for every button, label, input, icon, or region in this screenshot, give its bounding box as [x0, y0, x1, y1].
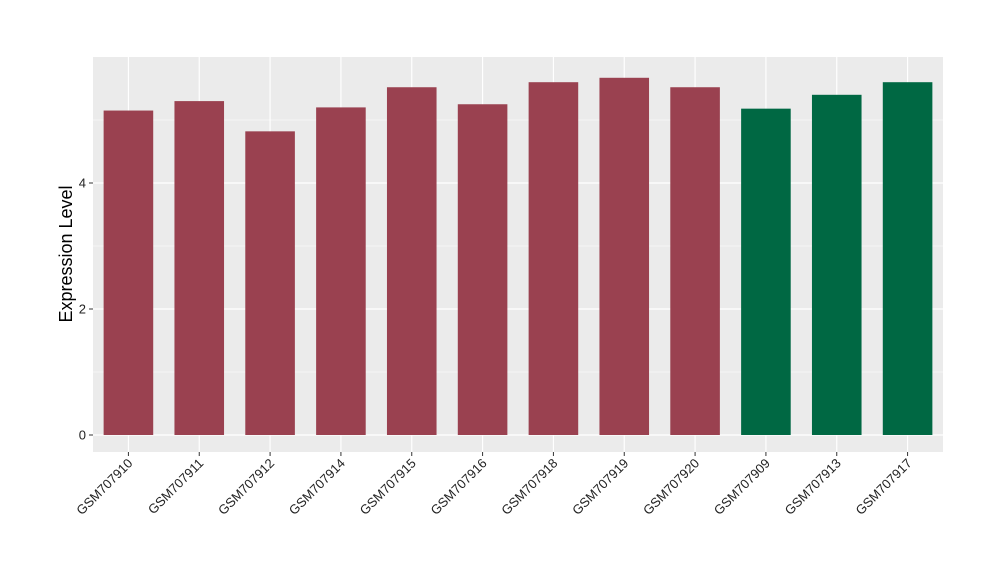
x-tick-label: GSM707920 — [640, 456, 702, 518]
bar-GSM707919 — [599, 77, 650, 435]
x-tick-label: GSM707913 — [782, 456, 844, 518]
bar-GSM707910 — [103, 110, 154, 435]
x-axis: GSM707910 GSM707911 GSM707912 GSM707914 GSM7… — [73, 452, 915, 518]
y-tick-label: 0 — [79, 427, 86, 442]
bar-GSM707918 — [528, 82, 579, 435]
y-axis-title: Expression Level — [56, 185, 76, 322]
x-tick-label: GSM707914 — [286, 456, 348, 518]
x-tick-label: GSM707917 — [852, 456, 914, 518]
x-tick-label: GSM707910 — [73, 456, 135, 518]
bar-GSM707920 — [670, 87, 720, 435]
bars — [103, 77, 933, 435]
bar-GSM707909 — [741, 108, 791, 435]
x-tick-label: GSM707912 — [215, 456, 277, 518]
x-tick-label: GSM707911 — [145, 456, 207, 518]
bar-GSM707915 — [386, 87, 437, 435]
x-tick-label: GSM707915 — [357, 456, 419, 518]
y-tick-label: 4 — [79, 175, 86, 190]
x-tick-label: GSM707918 — [498, 456, 560, 518]
bar-GSM707912 — [245, 131, 295, 435]
bar-GSM707916 — [457, 104, 508, 435]
x-tick-label: GSM707909 — [711, 456, 773, 518]
bar-GSM707913 — [811, 94, 862, 435]
x-tick-label: GSM707919 — [569, 456, 631, 518]
bar-GSM707911 — [174, 101, 225, 435]
bar-GSM707917 — [882, 82, 933, 435]
y-tick-label: 2 — [79, 301, 86, 316]
y-axis: 0 2 4 — [79, 175, 93, 442]
plot-panel — [93, 57, 943, 452]
bar-GSM707914 — [316, 107, 366, 435]
x-tick-label: GSM707916 — [427, 456, 489, 518]
grid-minor — [93, 119, 943, 373]
